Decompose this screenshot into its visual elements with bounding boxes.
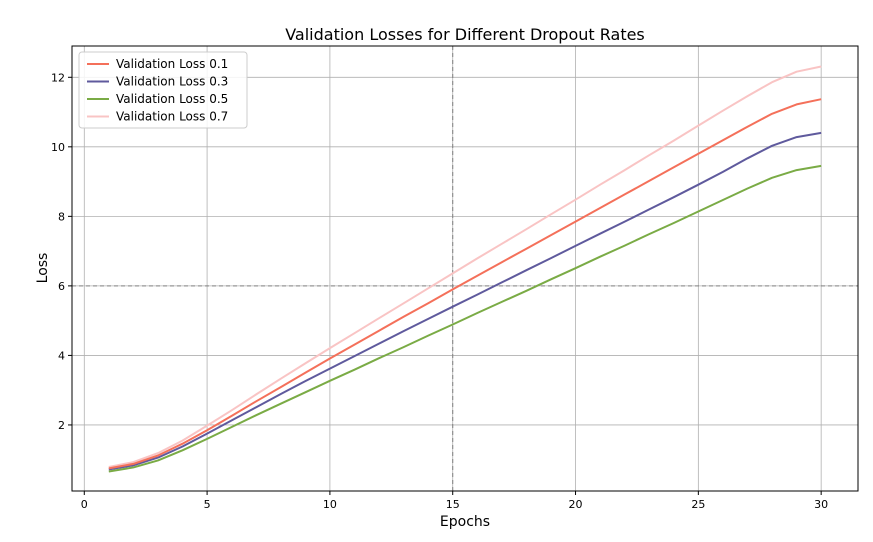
x-tick-label: 5 [204, 498, 211, 511]
reference-lines [72, 46, 858, 491]
y-tick-label: 6 [58, 280, 65, 293]
x-tick-label: 30 [814, 498, 828, 511]
legend: Validation Loss 0.1 Validation Loss 0.3 Va… [78, 51, 248, 129]
x-tick-label: 25 [691, 498, 705, 511]
series-line-2 [108, 131, 822, 471]
x-axis-ticks: 0 5 10 15 20 25 30 [81, 491, 828, 511]
legend-label: Validation Loss 0.5 [116, 92, 228, 106]
legend-label: Validation Loss 0.7 [116, 110, 228, 124]
y-tick-label: 8 [58, 210, 65, 223]
chart-title: Validation Losses for Different Dropout … [285, 25, 645, 44]
legend-label: Validation Loss 0.1 [116, 57, 228, 71]
x-tick-label: 15 [446, 498, 460, 511]
series-line-4 [108, 65, 822, 468]
y-tick-label: 12 [51, 71, 65, 84]
y-tick-label: 4 [58, 349, 65, 362]
legend-box [78, 51, 248, 129]
x-axis-label: Epochs [440, 514, 490, 530]
legend-label: Validation Loss 0.3 [116, 75, 228, 89]
y-axis-ticks: 2 4 6 8 10 12 [51, 71, 72, 432]
series-lines [108, 65, 822, 473]
y-tick-label: 2 [58, 419, 65, 432]
x-tick-label: 10 [323, 498, 337, 511]
y-axis-label: Loss [35, 253, 51, 284]
y-tick-label: 10 [51, 141, 65, 154]
x-tick-label: 0 [81, 498, 88, 511]
x-tick-label: 20 [569, 498, 583, 511]
series-line-1 [108, 98, 822, 470]
plot-frame [71, 45, 859, 492]
series-line-3 [108, 164, 822, 473]
